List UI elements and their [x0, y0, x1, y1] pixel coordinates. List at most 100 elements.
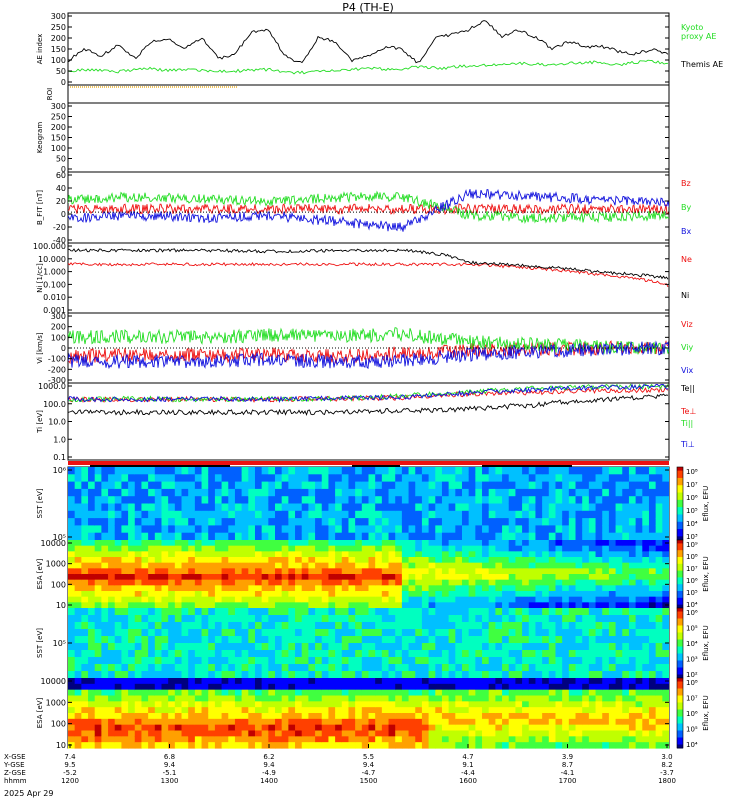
sst_i-cell [275, 657, 283, 665]
esa_i-cell [381, 689, 390, 697]
sst_e-cell [141, 532, 149, 541]
xaxis-tick-label: 1300 [161, 777, 179, 785]
esa_i-cell [108, 713, 116, 720]
sst_i-cell [575, 608, 583, 616]
esa_e-cell [161, 596, 169, 603]
sst_i-cell [141, 622, 149, 630]
esa_i-cell [301, 724, 309, 732]
esa_i-cell [401, 678, 410, 685]
sst_i-cell [642, 643, 650, 651]
esa_e-cell [615, 596, 623, 603]
esa_i-cell [348, 724, 356, 732]
esa_i-cell [615, 718, 623, 726]
esa_e-cell [261, 591, 269, 598]
sst_e-cell [248, 481, 256, 490]
esa_i-cell [348, 718, 356, 726]
esa_e-cell [415, 574, 423, 581]
esa_i-cell [241, 683, 249, 691]
sst_i-cell [401, 671, 410, 679]
sst_e-cell [461, 467, 470, 475]
esa_i-cell [522, 730, 530, 737]
sst_e-cell [542, 467, 550, 475]
sst_e-cell [295, 488, 303, 497]
sst_e-cell [161, 525, 169, 534]
esa_e-cell [101, 562, 109, 569]
sst_i-cell [395, 608, 403, 616]
esa_i-cell [188, 730, 196, 737]
sst_e-cell [214, 488, 223, 497]
esa_e-cell [248, 568, 256, 575]
sst_i-cell [475, 608, 483, 616]
sst_i-cell [321, 608, 330, 616]
sst_e-cell [548, 474, 557, 483]
sst_i-cell [295, 622, 303, 630]
esa_e-cell [602, 596, 610, 603]
esa_i-cell [528, 695, 537, 702]
esa_i-cell [214, 736, 223, 743]
sst_i-cell [522, 615, 530, 623]
esa_e-cell [635, 596, 643, 603]
sst_e-cell [308, 525, 316, 534]
sst_e-cell [428, 518, 436, 526]
esa_i-cell [595, 678, 603, 685]
sst_i-cell [208, 657, 216, 665]
sst_e-cell [428, 510, 436, 519]
esa_e-cell [128, 596, 136, 603]
sst_e-cell [602, 518, 610, 526]
esa_e-cell [81, 585, 89, 592]
esa_i-cell [221, 724, 229, 732]
esa_e-cell [522, 585, 530, 592]
esa_e-cell [662, 557, 669, 564]
sst_i-colorbar-label: Eflux, EFU [702, 625, 710, 660]
sst_e-cell [134, 510, 143, 519]
esa_i-cell [308, 689, 316, 697]
sst_e-cell [595, 518, 603, 526]
sst_i-cell [595, 608, 603, 616]
esa_i-cell [655, 689, 663, 697]
sst_e-cell [548, 467, 557, 475]
esa_i-cell [148, 742, 156, 749]
esa_i-colorbar-cell [677, 737, 683, 742]
esa_e-cell [622, 545, 630, 552]
sst_i-cell [321, 643, 330, 651]
sst_e-cell [455, 503, 463, 512]
esa_e-cell [435, 551, 443, 558]
esa_i-cell [588, 707, 597, 714]
esa_e-cell [622, 574, 630, 581]
sst_e-cell [315, 467, 323, 475]
esa_e-cell [341, 540, 350, 547]
sst_i-cell [121, 608, 129, 616]
esa_e-cell [88, 568, 96, 575]
sst_e-cell [448, 481, 456, 490]
esa_e-cell [228, 551, 236, 558]
esa_e-cell [234, 562, 243, 569]
sst_e-cell [582, 496, 590, 505]
sst_e-cell [522, 467, 530, 475]
sst_e-cell [88, 503, 96, 512]
sst_e-cell [608, 518, 617, 526]
sst_e-cell [608, 481, 617, 490]
esa_e-colorbar-tick: 10⁷ [686, 565, 698, 573]
esa_i-cell [288, 742, 296, 749]
sst_i-cell [128, 615, 136, 623]
esa_i-cell [321, 683, 330, 691]
esa_e-cell [608, 557, 617, 564]
esa_i-cell [221, 713, 229, 720]
esa_i-cell [301, 718, 309, 726]
sst_i-cell [388, 671, 396, 679]
sst_e-cell [548, 525, 557, 534]
sst_i-cell [495, 671, 503, 679]
esa_e-cell [435, 545, 443, 552]
esa_i-cell [194, 695, 203, 702]
sst_i-cell [261, 671, 269, 679]
esa_i-cell [528, 689, 537, 697]
sst_e-cell [154, 474, 163, 483]
esa_e-cell [208, 557, 216, 564]
sst_e-cell [428, 481, 436, 490]
sst_i-cell [308, 643, 316, 651]
esa_e-cell [555, 562, 563, 569]
esa_i-cell [588, 683, 597, 691]
sst_i-cell [648, 608, 657, 616]
sst_i-cell [88, 671, 96, 679]
sst_i-cell [421, 615, 430, 623]
